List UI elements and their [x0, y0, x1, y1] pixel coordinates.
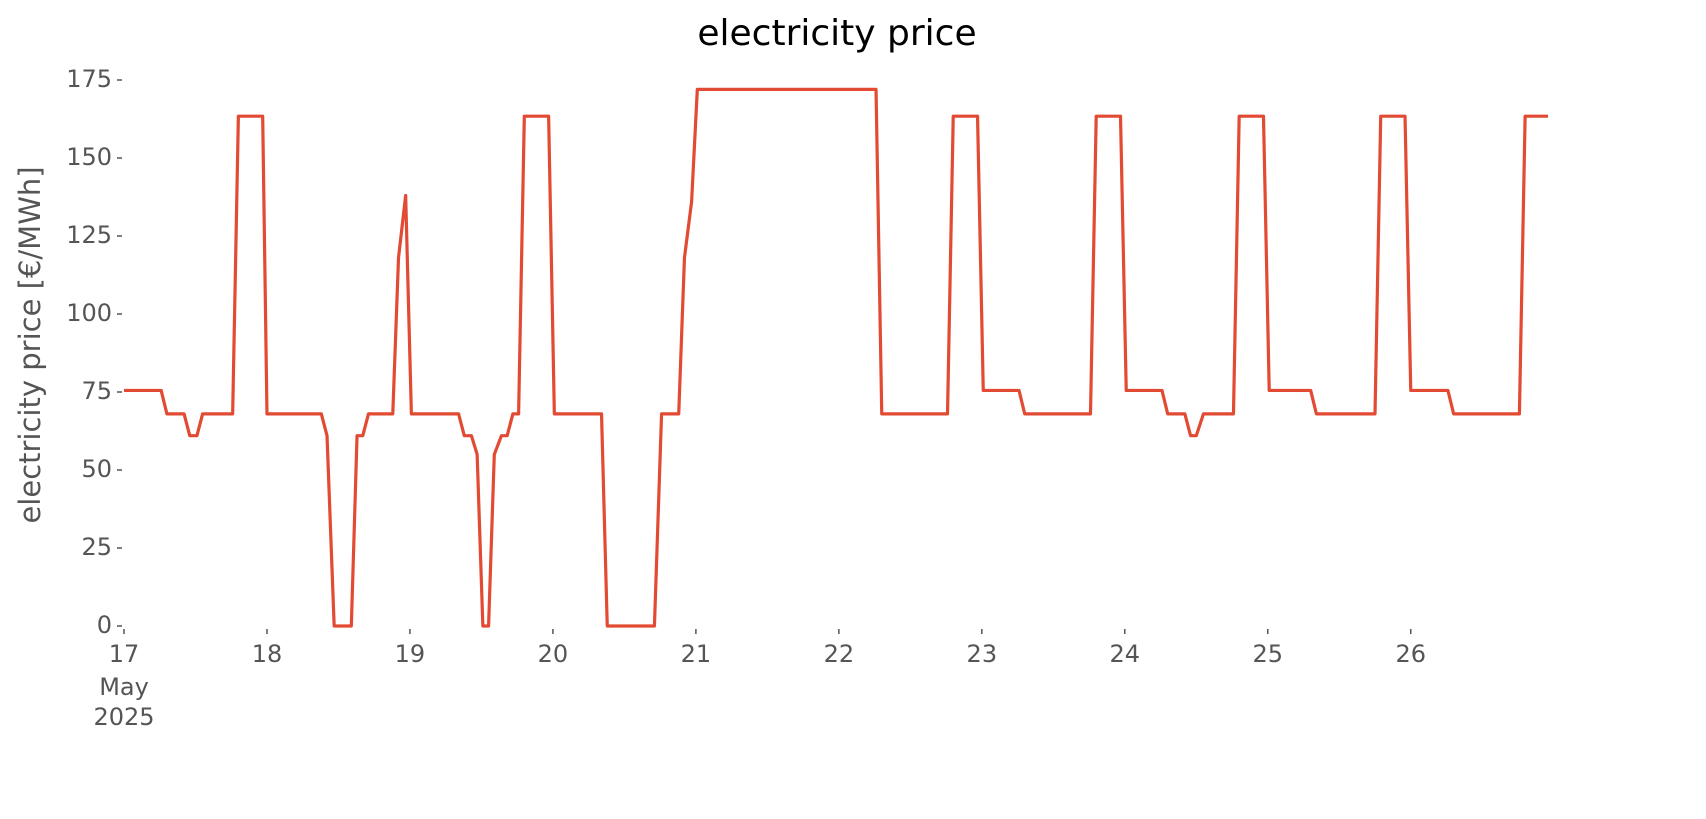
x-tick-sublabel: 2025	[93, 703, 154, 731]
x-tick-label: 21	[681, 640, 712, 668]
chart-title: electricity price	[697, 13, 976, 54]
x-tick-sublabel: May	[99, 673, 149, 701]
price-line	[124, 87, 1548, 628]
x-tick-label: 20	[538, 640, 569, 668]
y-tick-label: 50	[81, 455, 112, 483]
y-tick-label: 0	[97, 611, 112, 639]
x-tick-label: 22	[824, 640, 855, 668]
y-tick-label: 100	[66, 299, 112, 327]
x-tick-label: 17	[109, 640, 140, 668]
x-tick-label: 19	[395, 640, 426, 668]
y-tick-label: 175	[66, 65, 112, 93]
y-tick-label: 150	[66, 143, 112, 171]
y-tick-label: 125	[66, 221, 112, 249]
x-tick-label: 26	[1395, 640, 1426, 668]
x-tick-label: 24	[1110, 640, 1141, 668]
x-tick-label: 25	[1253, 640, 1284, 668]
x-tick-label: 18	[252, 640, 283, 668]
y-tick-label: 25	[81, 533, 112, 561]
y-axis-label: electricity price [€/MWh]	[13, 166, 47, 523]
y-tick-label: 75	[81, 377, 112, 405]
x-tick-label: 23	[967, 640, 998, 668]
